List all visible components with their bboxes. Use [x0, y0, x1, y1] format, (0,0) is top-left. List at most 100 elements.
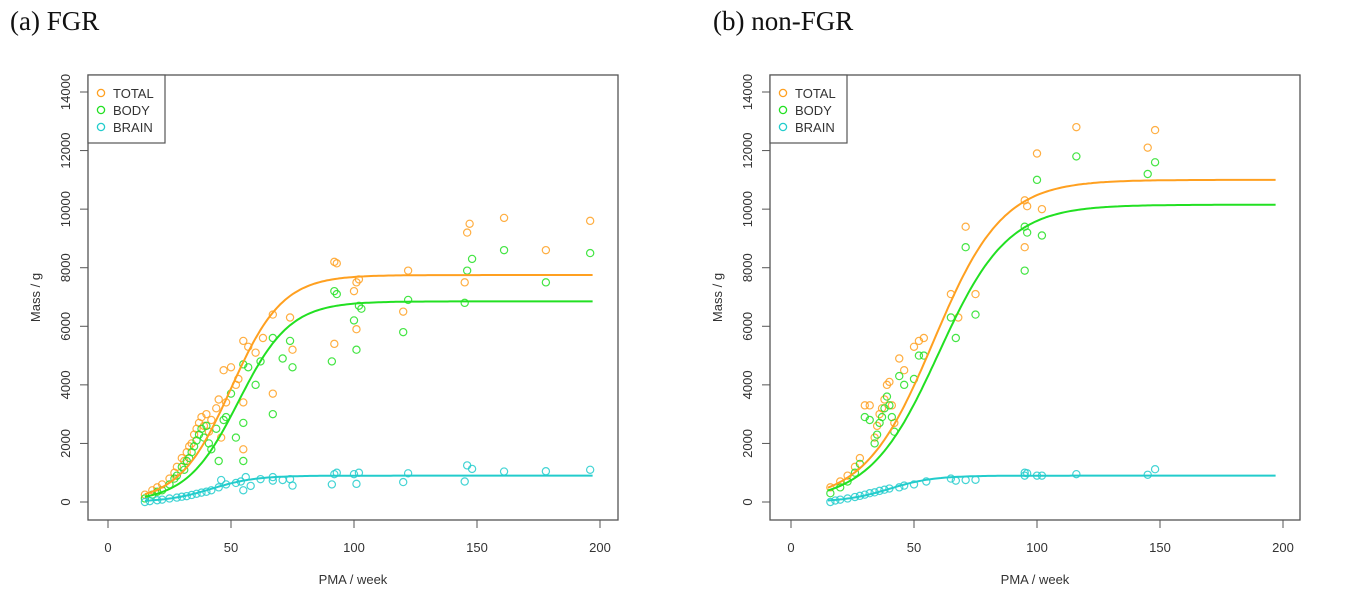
x-tick-label: 200 [1272, 540, 1294, 555]
data-point-total [895, 354, 904, 363]
data-point-body [352, 345, 361, 354]
data-point-brain [909, 480, 919, 489]
data-point-brain [140, 497, 150, 507]
y-tick-label: 14000 [740, 74, 755, 110]
data-point-body [278, 354, 287, 363]
data-point-body [327, 357, 337, 366]
data-point-total [403, 266, 413, 275]
data-point-total [1150, 125, 1160, 135]
data-point-total [202, 409, 211, 419]
data-point-total [1143, 143, 1152, 152]
data-point-total [207, 415, 216, 425]
data-point-total [352, 325, 361, 334]
y-tick-label: 4000 [58, 370, 73, 399]
data-point-total [465, 219, 474, 228]
data-point-total [961, 222, 970, 231]
data-point-brain [541, 467, 551, 476]
legend-marker-brain [96, 122, 106, 132]
data-point-body [585, 248, 595, 258]
data-point-total [909, 342, 919, 351]
data-point-total [332, 259, 341, 268]
data-point-body [399, 327, 408, 337]
data-point-total [865, 401, 874, 410]
data-point-body [349, 316, 359, 325]
data-point-body [268, 409, 278, 419]
data-point-body [256, 357, 265, 366]
data-point-body [239, 456, 248, 466]
data-point-body [1150, 158, 1160, 167]
y-tick-label: 0 [740, 498, 755, 505]
data-point-brain [1022, 469, 1032, 478]
data-point-total [1020, 243, 1029, 252]
data-point-body [140, 494, 150, 503]
legend-marker-total [96, 88, 106, 98]
y-tick-label: 8000 [740, 253, 755, 282]
data-point-total [226, 363, 236, 372]
data-point-body [403, 295, 413, 305]
data-point-body [1020, 266, 1029, 275]
data-point-brain [971, 475, 980, 484]
data-point-total [541, 245, 551, 255]
legend-label-body: BODY [795, 103, 832, 118]
data-point-brain [826, 497, 835, 507]
data-point-body [870, 439, 879, 448]
y-tick-label: 2000 [740, 429, 755, 458]
data-point-total [268, 389, 278, 398]
data-point-body [288, 363, 297, 372]
data-point-total [288, 345, 297, 354]
plot-frame [769, 74, 1301, 521]
data-point-total [1072, 122, 1081, 132]
data-point-body [332, 289, 341, 299]
data-point-body [885, 401, 894, 410]
data-point-total [219, 366, 228, 375]
data-point-body [460, 298, 469, 308]
data-point-body [1143, 169, 1152, 179]
data-point-total [239, 336, 248, 346]
data-point-body [951, 333, 961, 343]
panel-b-title: (b) non-FGR [713, 6, 854, 36]
y-tick-label: 12000 [58, 132, 73, 168]
data-point-body [462, 266, 472, 275]
data-point-total [172, 462, 182, 472]
data-point-brain [460, 477, 469, 486]
data-point-body [202, 421, 211, 431]
data-point-total [877, 404, 887, 413]
data-point-brain [922, 477, 931, 486]
data-point-body [541, 278, 551, 287]
data-point-total [1037, 204, 1047, 214]
data-point-body [1037, 231, 1047, 240]
data-point-body [1022, 228, 1032, 237]
data-point-brain [585, 465, 595, 474]
fit-curve-body [827, 203, 1276, 492]
data-point-body [865, 415, 874, 425]
legend-label-brain: BRAIN [795, 120, 835, 135]
data-point-body [887, 412, 897, 422]
fit-curve-brain [827, 474, 1276, 502]
data-point-brain [349, 469, 359, 479]
data-point-brain [1072, 469, 1081, 479]
legend-label-total: TOTAL [795, 86, 836, 101]
legend-marker-total [778, 88, 788, 98]
data-point-total [349, 286, 359, 296]
data-point-total [460, 278, 469, 287]
fit-curve-total [144, 274, 593, 496]
data-point-body [850, 468, 860, 477]
data-point-total [462, 228, 472, 237]
legend-marker-brain [778, 122, 788, 132]
data-point-body [899, 380, 909, 390]
data-point-brain [327, 480, 337, 489]
data-point-brain [288, 481, 297, 490]
data-point-brain [216, 475, 226, 485]
fit-curve-body [144, 300, 593, 498]
data-point-body [882, 392, 892, 401]
data-point-brain [403, 469, 413, 478]
data-point-body [180, 465, 189, 474]
data-point-brain [462, 461, 472, 470]
data-point-total [585, 216, 595, 226]
x-tick-label: 0 [787, 540, 794, 555]
x-tick-label: 0 [104, 540, 111, 555]
data-point-total [919, 333, 929, 343]
x-tick-label: 50 [224, 540, 238, 555]
y-tick-label: 6000 [58, 312, 73, 341]
data-point-brain [1150, 465, 1160, 474]
